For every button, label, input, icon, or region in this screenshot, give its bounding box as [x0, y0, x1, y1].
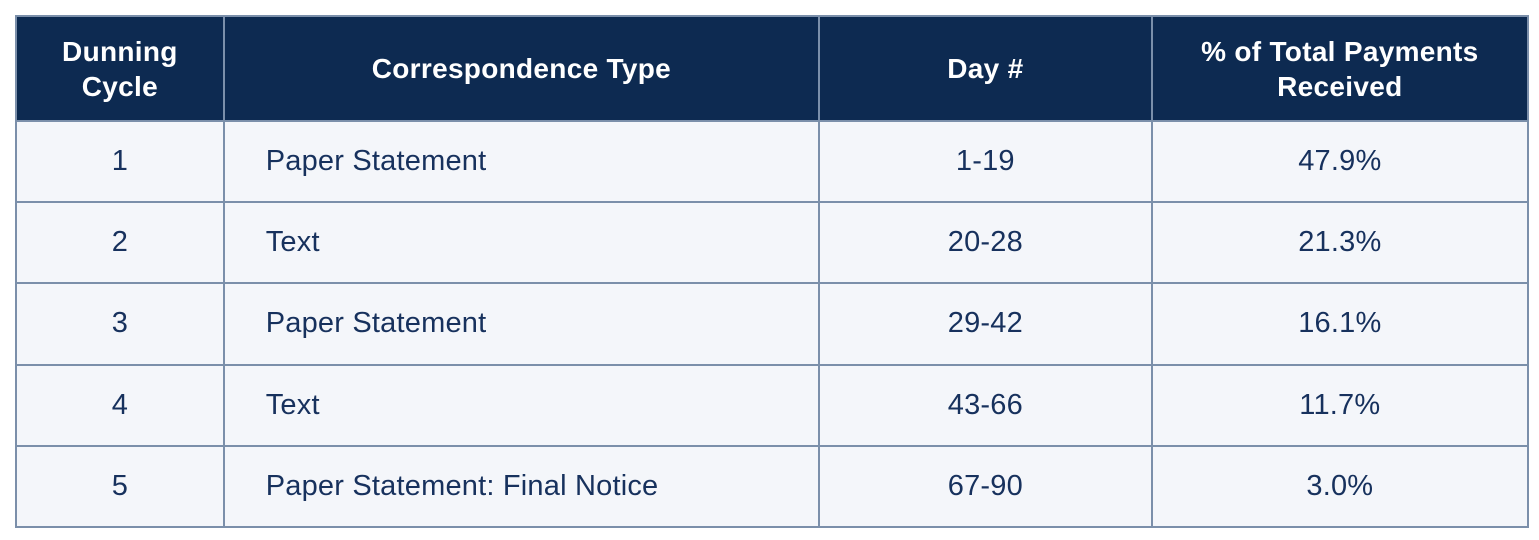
- col-header-percent-payments: % of Total Payments Received: [1150, 15, 1530, 122]
- cell-correspondence-type: Text: [222, 201, 821, 285]
- table-row: 5 Paper Statement: Final Notice 67-90 3.…: [15, 444, 1530, 529]
- cell-correspondence-type: Paper Statement: [222, 119, 821, 204]
- cell-day-range: 29-42: [818, 282, 1153, 366]
- cell-percent: 16.1%: [1150, 282, 1530, 366]
- table-row: 1 Paper Statement 1-19 47.9%: [15, 119, 1530, 204]
- table-header: Dunning Cycle Correspondence Type Day # …: [15, 15, 1530, 122]
- cell-correspondence-type: Paper Statement: Final Notice: [222, 444, 821, 529]
- table-row: 4 Text 43-66 11.7%: [15, 363, 1530, 447]
- cell-correspondence-type: Paper Statement: [222, 282, 821, 366]
- cell-cycle: 5: [15, 444, 225, 529]
- dunning-cycle-table: Dunning Cycle Correspondence Type Day # …: [15, 15, 1530, 529]
- table-row: 3 Paper Statement 29-42 16.1%: [15, 282, 1530, 366]
- col-header-dunning-cycle: Dunning Cycle: [15, 15, 225, 122]
- cell-correspondence-type: Text: [222, 363, 821, 447]
- cell-day-range: 20-28: [818, 201, 1153, 285]
- col-header-correspondence-type: Correspondence Type: [222, 15, 821, 122]
- cell-percent: 21.3%: [1150, 201, 1530, 285]
- cell-cycle: 4: [15, 363, 225, 447]
- cell-cycle: 2: [15, 201, 225, 285]
- cell-percent: 11.7%: [1150, 363, 1530, 447]
- cell-percent: 3.0%: [1150, 444, 1530, 529]
- cell-cycle: 1: [15, 119, 225, 204]
- table-row: 2 Text 20-28 21.3%: [15, 201, 1530, 285]
- cell-day-range: 1-19: [818, 119, 1153, 204]
- cell-percent: 47.9%: [1150, 119, 1530, 204]
- cell-cycle: 3: [15, 282, 225, 366]
- header-row: Dunning Cycle Correspondence Type Day # …: [15, 15, 1530, 122]
- cell-day-range: 67-90: [818, 444, 1153, 529]
- col-header-day-number: Day #: [818, 15, 1153, 122]
- cell-day-range: 43-66: [818, 363, 1153, 447]
- table-body: 1 Paper Statement 1-19 47.9% 2 Text 20-2…: [15, 119, 1530, 529]
